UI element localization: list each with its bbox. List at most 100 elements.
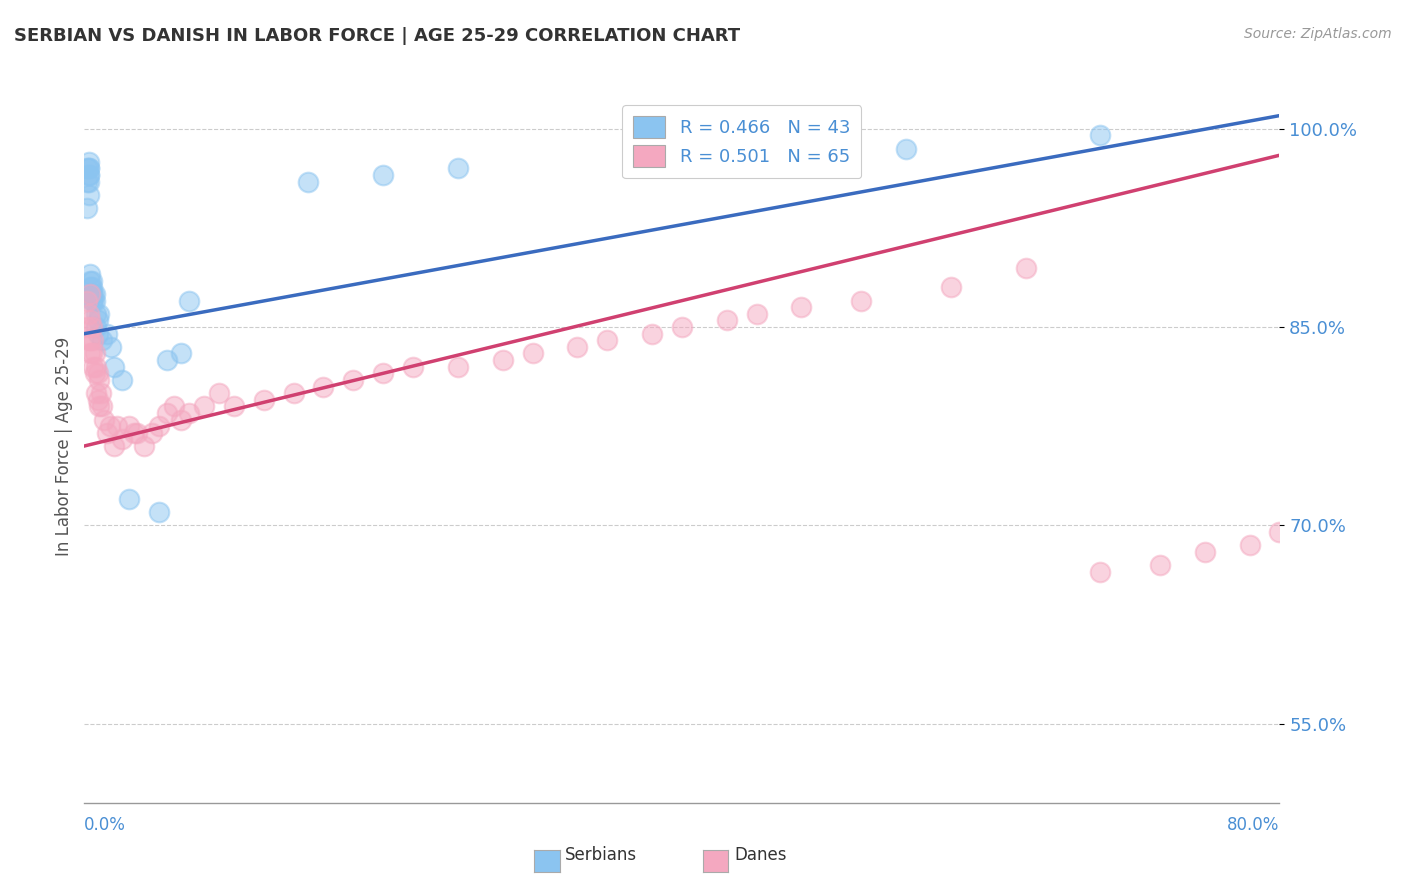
Point (80, 287, 103, 301)
Point (82, 333, 104, 347)
Point (91, 400, 114, 414)
Point (83, 287, 105, 301)
Point (76, 175, 98, 189)
Point (89, 307, 111, 321)
Point (118, 491, 141, 506)
Point (82, 287, 104, 301)
Point (253, 392, 276, 407)
Point (80, 346, 103, 360)
Point (76, 293, 98, 308)
Point (86, 320, 108, 334)
Point (1239, 538, 1261, 552)
Point (193, 400, 215, 414)
Point (312, 379, 335, 393)
Point (82, 359, 104, 374)
Point (77, 188, 100, 202)
Point (122, 425, 145, 440)
Point (87, 313, 110, 327)
Point (77, 168, 100, 182)
Point (76, 320, 98, 334)
Point (87, 326, 110, 341)
Point (1014, 260, 1036, 275)
Point (671, 320, 693, 334)
Point (492, 353, 515, 368)
Point (80, 280, 103, 294)
Point (641, 326, 664, 341)
Point (177, 406, 200, 420)
Point (79, 346, 101, 360)
Point (79, 274, 101, 288)
Point (76, 161, 98, 176)
Text: 80.0%: 80.0% (1227, 816, 1279, 834)
Point (83, 293, 105, 308)
Legend: R = 0.466   N = 43, R = 0.501   N = 65: R = 0.466 N = 43, R = 0.501 N = 65 (621, 105, 862, 178)
Point (86, 307, 108, 321)
Point (86, 386, 108, 401)
Point (155, 406, 177, 420)
Point (141, 425, 163, 440)
Point (170, 412, 193, 426)
Point (111, 373, 134, 387)
Point (297, 175, 319, 189)
Point (125, 425, 148, 440)
Point (148, 505, 170, 519)
Point (790, 300, 813, 314)
Point (177, 293, 200, 308)
Point (96, 425, 118, 440)
Point (79, 333, 101, 347)
Point (79, 280, 101, 294)
Point (522, 346, 544, 360)
Point (80, 274, 103, 288)
Point (222, 400, 245, 414)
Point (79, 287, 101, 301)
Text: SERBIAN VS DANISH IN LABOR FORCE | AGE 25-29 CORRELATION CHART: SERBIAN VS DANISH IN LABOR FORCE | AGE 2… (14, 27, 740, 45)
Point (447, 161, 470, 176)
Point (86, 359, 108, 374)
Text: Danes: Danes (734, 847, 786, 864)
Point (163, 400, 186, 414)
Point (700, 148, 723, 162)
Point (89, 400, 111, 414)
Point (96, 326, 118, 341)
Point (148, 419, 170, 434)
Point (939, 280, 962, 294)
Point (1088, 128, 1111, 143)
Point (100, 340, 122, 354)
Text: Serbians: Serbians (565, 847, 637, 864)
Point (132, 439, 156, 453)
Point (371, 168, 394, 182)
Point (849, 293, 872, 308)
Point (82, 293, 104, 308)
Point (79, 267, 101, 281)
Point (79, 287, 101, 301)
Point (402, 359, 425, 374)
Point (111, 433, 134, 447)
Point (77, 154, 100, 169)
Point (87, 367, 110, 381)
Point (76, 201, 98, 215)
Point (716, 313, 738, 327)
Point (342, 373, 364, 387)
Point (77, 175, 100, 189)
Point (90, 386, 112, 401)
Point (371, 367, 394, 381)
Point (894, 142, 917, 156)
Point (596, 333, 619, 347)
Point (80, 320, 103, 334)
Text: 0.0%: 0.0% (84, 816, 127, 834)
Point (567, 340, 589, 354)
Point (745, 307, 768, 321)
Point (170, 346, 193, 360)
Point (1149, 558, 1171, 572)
Text: Source: ZipAtlas.com: Source: ZipAtlas.com (1244, 27, 1392, 41)
Point (1268, 524, 1291, 539)
Point (283, 386, 305, 401)
Point (1088, 565, 1111, 579)
Point (103, 359, 125, 374)
Point (103, 439, 125, 453)
Point (118, 419, 141, 434)
Point (155, 353, 177, 368)
Point (77, 333, 100, 347)
Point (87, 392, 110, 407)
Point (83, 346, 105, 360)
